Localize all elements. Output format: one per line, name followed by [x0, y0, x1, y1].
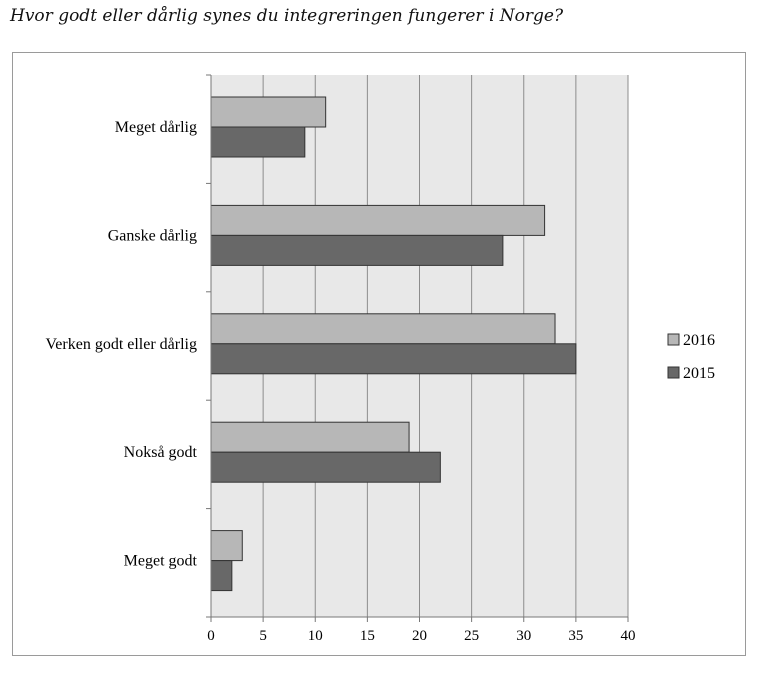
bar-2016-meget-godt — [210, 530, 243, 562]
x-tick-label-40: 40 — [621, 628, 636, 644]
category-label-noksa-godt: Nokså godt — [124, 444, 198, 461]
category-label-meget-godt: Meget godt — [124, 553, 198, 570]
x-tick-label-5: 5 — [259, 628, 267, 644]
category-label-verken-godt-eller-darlig: Verken godt eller dårlig — [46, 336, 198, 353]
bar-2015-verken-godt-eller-darlig — [210, 343, 577, 375]
bar-2015-meget-godt — [210, 560, 233, 592]
x-tick-label-30: 30 — [516, 628, 531, 644]
bars — [210, 96, 577, 592]
category-labels: Meget dårlig Ganske dårlig Verken godt ell… — [46, 119, 198, 570]
x-tick-label-20: 20 — [412, 628, 427, 644]
bar-2016-meget-darlig — [210, 96, 327, 128]
bar-2016-verken-godt-eller-darlig — [210, 313, 556, 345]
bar-2016-ganske-darlig — [210, 204, 546, 236]
x-tick-label-15: 15 — [360, 628, 375, 644]
category-label-ganske-darlig: Ganske dårlig — [108, 227, 197, 244]
x-tick-label-25: 25 — [464, 628, 479, 644]
bar-2015-ganske-darlig — [210, 234, 504, 266]
tick-labels: 0 5 10 15 20 25 30 35 40 — [207, 628, 635, 644]
x-tick-label-10: 10 — [308, 628, 323, 644]
legend-label-2016: 2016 — [683, 332, 715, 349]
bar-2016-noksa-godt — [210, 421, 410, 453]
legend-swatch-2016 — [667, 333, 680, 346]
x-tick-label-0: 0 — [207, 628, 215, 644]
axes — [206, 74, 629, 622]
category-label-meget-darlig: Meget dårlig — [115, 119, 197, 136]
x-tick-label-35: 35 — [568, 628, 583, 644]
legend-label-2015: 2015 — [683, 365, 715, 382]
legend: 2016 2015 — [667, 332, 715, 382]
bar-2015-noksa-godt — [210, 451, 441, 483]
legend-swatch-2015 — [667, 366, 680, 379]
page-title: Hvor godt eller dårlig synes du integrer… — [10, 6, 564, 26]
bar-2015-meget-darlig — [210, 126, 306, 158]
